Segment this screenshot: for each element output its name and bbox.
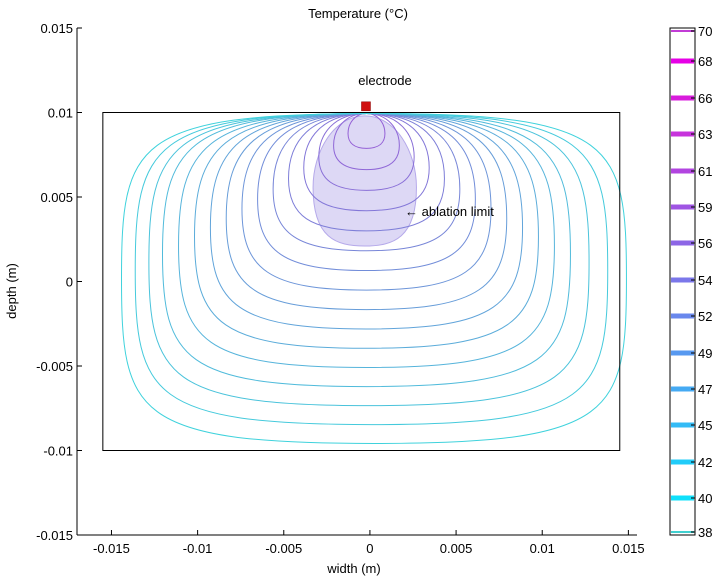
colorbar-band bbox=[671, 95, 694, 101]
contour-line bbox=[257, 112, 476, 271]
contour-line bbox=[241, 112, 492, 291]
ablation-limit-annotation: ← ablation limit bbox=[405, 204, 494, 219]
colorbar-band bbox=[671, 168, 694, 174]
contour-line bbox=[347, 112, 386, 149]
y-tick-label: 0.015 bbox=[40, 21, 73, 36]
electrode-annotation: electrode bbox=[358, 73, 411, 88]
colorbar-band bbox=[671, 131, 694, 137]
x-tick-label: -0.005 bbox=[265, 541, 302, 556]
colorbar-band bbox=[671, 531, 694, 533]
contour-line bbox=[121, 112, 627, 445]
colorbar-tick-label: 40 bbox=[698, 491, 712, 506]
colorbar-tick-label: 56 bbox=[698, 236, 712, 251]
x-tick-label: 0.01 bbox=[530, 541, 555, 556]
contour-line bbox=[272, 112, 461, 252]
electrode-marker bbox=[361, 101, 371, 112]
colorbar-tick-label: 38 bbox=[698, 525, 712, 540]
colorbar-tick-label: 49 bbox=[698, 346, 712, 361]
domain-boundary bbox=[102, 112, 621, 451]
colorbar-tick-label: 59 bbox=[698, 200, 712, 215]
colorbar-band bbox=[671, 350, 694, 356]
y-tick-label: -0.005 bbox=[36, 359, 73, 374]
colorbar-band bbox=[671, 422, 694, 428]
contour-line bbox=[161, 112, 571, 388]
colorbar-band bbox=[671, 58, 694, 64]
colorbar-band bbox=[671, 204, 694, 210]
contour-line bbox=[318, 112, 415, 191]
domain-layer bbox=[102, 112, 621, 451]
y-tick-label: 0.01 bbox=[48, 106, 73, 121]
annotation-layer bbox=[361, 101, 371, 112]
contour-line bbox=[134, 112, 609, 426]
x-tick-label: 0 bbox=[366, 541, 373, 556]
colorbar-tick-label: 70 bbox=[698, 24, 712, 39]
colorbar-band bbox=[671, 313, 694, 319]
colorbar-band bbox=[671, 495, 694, 501]
contour-line bbox=[288, 112, 445, 232]
colorbar-tick-label: 42 bbox=[698, 455, 712, 470]
y-tick-label: -0.01 bbox=[43, 444, 73, 459]
colorbar-tick-label: 45 bbox=[698, 418, 712, 433]
axis-layer: -0.015 -0.01 -0.005 0 0.005 0.01 0.015 0.015 0.0… bbox=[36, 21, 645, 556]
y-tick-label: -0.015 bbox=[36, 528, 73, 543]
colorbar-band bbox=[671, 459, 694, 465]
y-tick-label: 0 bbox=[66, 275, 73, 290]
colorbar-band bbox=[671, 277, 694, 283]
colorbar-tick-label: 54 bbox=[698, 273, 712, 288]
y-axis-label: depth (m) bbox=[4, 263, 19, 319]
x-tick-label: 0.005 bbox=[440, 541, 473, 556]
colorbar-band bbox=[671, 240, 694, 246]
contour-line bbox=[303, 112, 430, 212]
colorbar-band bbox=[671, 386, 694, 392]
contour-line bbox=[194, 112, 539, 349]
contour-line bbox=[333, 112, 400, 171]
y-tick-label: 0.005 bbox=[40, 190, 73, 205]
x-tick-label: -0.015 bbox=[93, 541, 130, 556]
contour-line bbox=[148, 112, 590, 407]
colorbar-tick-label: 52 bbox=[698, 309, 712, 324]
colorbar-band bbox=[671, 30, 694, 32]
contour-layer bbox=[121, 112, 627, 445]
x-axis-label: width (m) bbox=[326, 561, 380, 576]
colorbar-tick-label: 68 bbox=[698, 54, 712, 69]
colorbar-tick-label: 66 bbox=[698, 91, 712, 106]
contour-line bbox=[178, 112, 555, 368]
chart-title: Temperature (°C) bbox=[308, 6, 408, 21]
contour-line bbox=[209, 112, 524, 330]
colorbar-tick-label: 63 bbox=[698, 127, 712, 142]
colorbar: 70 68 66 63 61 59 56 54 52 49 47 45 42 40 38 bbox=[669, 24, 712, 540]
contour-line bbox=[225, 112, 508, 311]
colorbar-tick-label: 61 bbox=[698, 164, 712, 179]
x-tick-label: 0.015 bbox=[612, 541, 645, 556]
x-tick-label: -0.01 bbox=[183, 541, 213, 556]
colorbar-tick-label: 47 bbox=[698, 382, 712, 397]
